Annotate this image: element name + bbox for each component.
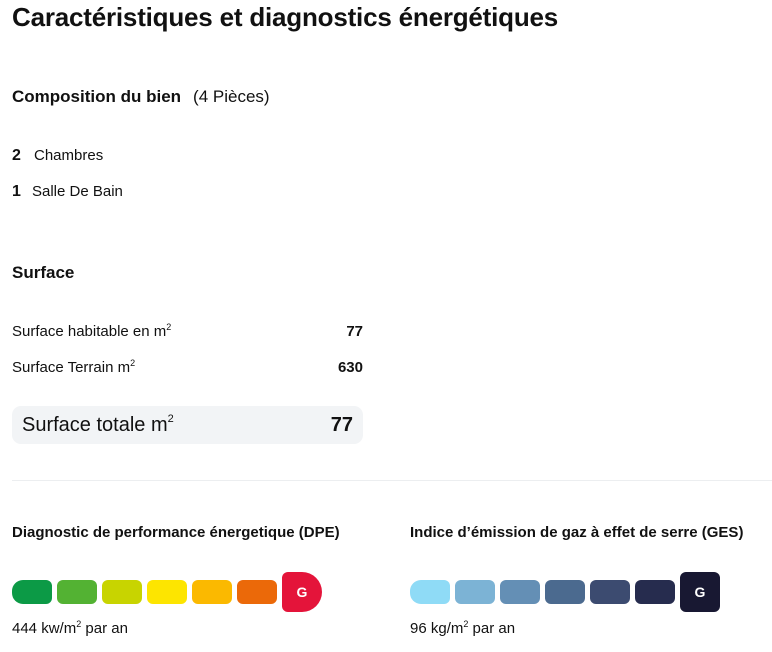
ges-scale-segment: [545, 580, 585, 604]
page-title: Caractéristiques et diagnostics énergéti…: [12, 2, 559, 32]
room-row-bedrooms: 2 Chambres: [12, 147, 103, 165]
surface-total-box: Surface totale m2 77: [12, 406, 363, 444]
surface-section-title: Surface: [12, 263, 75, 282]
room-count: 2: [12, 147, 21, 164]
ges-value: 96 kg/m2 par an: [410, 619, 516, 637]
surface-label: Surface habitable en m2: [12, 322, 172, 340]
room-count: 1: [12, 183, 21, 200]
surface-total-value: 77: [330, 413, 353, 436]
surface-label: Surface Terrain m2: [12, 358, 136, 376]
dpe-rating-marker: G: [282, 572, 322, 612]
room-label: Salle De Bain: [32, 183, 123, 200]
dpe-scale-segment: [237, 580, 277, 604]
surface-total-label: Surface totale m2: [22, 412, 174, 436]
ges-scale-segment: [455, 580, 495, 604]
dpe-scale: G: [12, 572, 327, 612]
ges-scale: G: [410, 572, 725, 612]
ges-scale-segment: [410, 580, 450, 604]
ges-scale-segment: [500, 580, 540, 604]
room-label: Chambres: [34, 147, 104, 164]
dpe-scale-segment: [192, 580, 232, 604]
room-row-bathroom: 1 Salle De Bain: [12, 183, 123, 201]
ges-scale-segment: [590, 580, 630, 604]
dpe-value: 444 kw/m2 par an: [12, 619, 128, 637]
composition-room-count: (4 Pièces): [193, 87, 270, 106]
composition-section-title: Composition du bien (4 Pièces): [12, 87, 270, 107]
ges-rating-marker: G: [680, 572, 720, 612]
dpe-scale-segment: [12, 580, 52, 604]
ges-scale-segment: [635, 580, 675, 604]
dpe-scale-segment: [147, 580, 187, 604]
surface-value: 630: [337, 359, 363, 376]
surface-value: 77: [346, 323, 363, 340]
surface-row-habitable: Surface habitable en m2 77: [12, 322, 363, 340]
surface-row-terrain: Surface Terrain m2 630: [12, 358, 363, 376]
dpe-title: Diagnostic de performance énergetique (D…: [12, 524, 340, 541]
dpe-scale-segment: [102, 580, 142, 604]
dpe-scale-segment: [57, 580, 97, 604]
ges-title: Indice d’émission de gaz à effet de serr…: [410, 524, 744, 541]
section-divider: [12, 480, 772, 481]
composition-title: Composition du bien: [12, 87, 182, 106]
